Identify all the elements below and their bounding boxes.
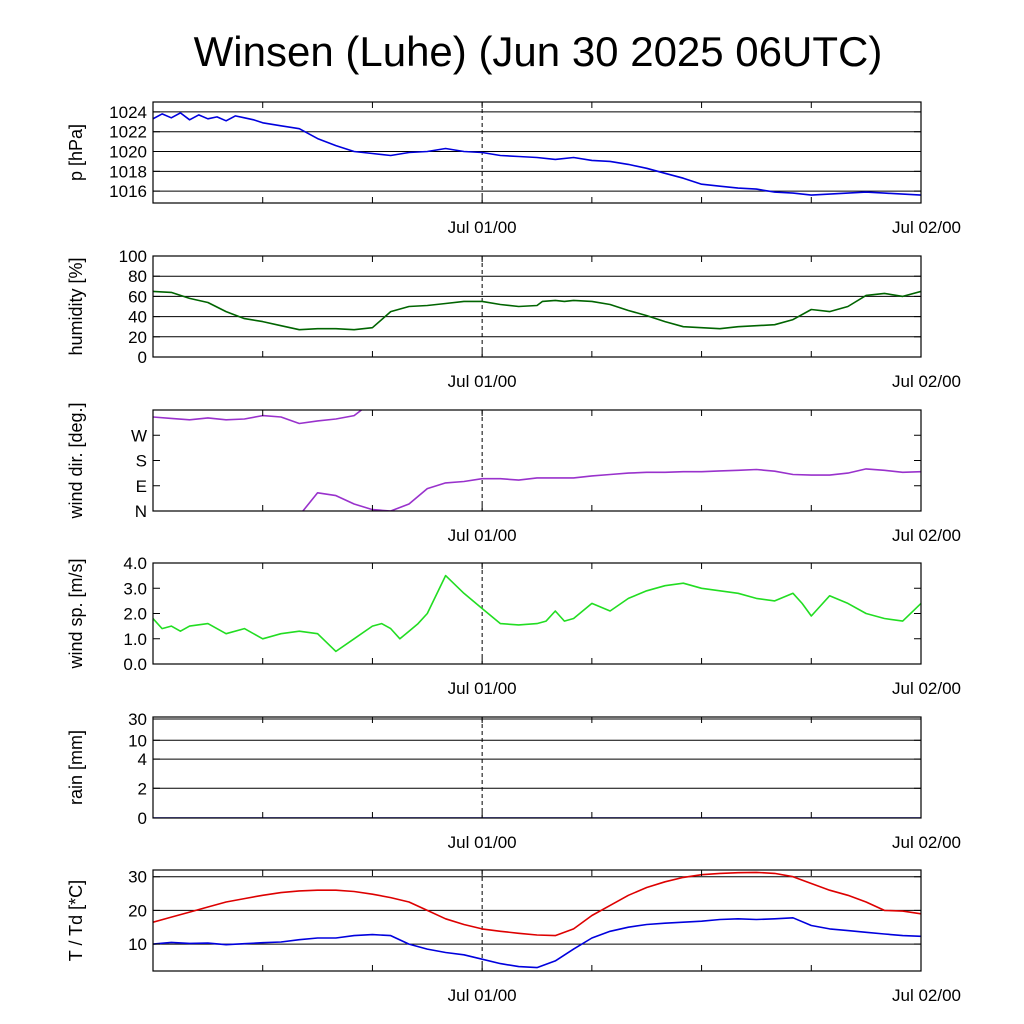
y-tick-label: E — [136, 477, 147, 496]
y-tick-label: 0.0 — [123, 655, 147, 674]
x-tick-label: Jul 01/00 — [448, 218, 517, 237]
y-axis-label: rain [mm] — [66, 730, 86, 805]
y-tick-label: 0 — [138, 348, 147, 367]
y-tick-label: 1.0 — [123, 630, 147, 649]
y-axis-label: wind sp. [m/s] — [66, 558, 86, 669]
y-tick-label: 100 — [119, 247, 147, 266]
y-tick-label: 1022 — [109, 123, 147, 142]
x-tick-label: Jul 01/00 — [448, 986, 517, 1005]
y-tick-label: 4 — [138, 750, 147, 769]
panel-frame — [152, 562, 922, 665]
wind-direction-series-line-0 — [153, 410, 363, 425]
y-tick-label: 4.0 — [123, 554, 147, 573]
panel-frame — [152, 101, 922, 204]
pressure-series-line-0 — [153, 112, 921, 196]
x-tick-label: Jul 01/00 — [448, 833, 517, 852]
y-axis-label: p [hPa] — [66, 124, 86, 181]
humidity-series-line-0 — [153, 290, 921, 331]
y-tick-label: 0 — [138, 809, 147, 828]
y-tick-label: W — [131, 426, 147, 445]
x-tick-label: Jul 02/00 — [892, 372, 961, 391]
panel-rain: 0 2 410 30 Jul 01/00 Jul 02/00 rain [mm] — [66, 710, 961, 852]
y-tick-label: 1016 — [109, 182, 147, 201]
panel-frame — [152, 409, 922, 512]
y-axis-label: wind dir. [deg.] — [66, 402, 86, 519]
x-tick-label: Jul 02/00 — [892, 679, 961, 698]
panel-frame — [152, 869, 922, 972]
chart-title: Winsen (Luhe) (Jun 30 2025 06UTC) — [194, 28, 883, 75]
y-tick-label: 60 — [128, 287, 147, 306]
temperature-series-line-1 — [153, 917, 921, 969]
y-tick-label: 1024 — [109, 103, 147, 122]
y-tick-label: 10 — [128, 935, 147, 954]
y-tick-label: S — [136, 452, 147, 471]
y-axis-label: humidity [%] — [66, 257, 86, 355]
wind-speed-series-line-0 — [153, 574, 921, 653]
y-tick-label: 80 — [128, 267, 147, 286]
y-tick-label: 20 — [128, 901, 147, 920]
y-tick-label: 30 — [128, 868, 147, 887]
y-tick-label: N — [135, 502, 147, 521]
panel-temperature: 10 20 30 Jul 01/00 Jul 02/00 T / Td [*C] — [66, 868, 961, 1005]
panel-wind-speed: 0.0 1.0 2.0 3.0 4.0 Jul 01/00 Jul 02/00 wind sp… — [66, 554, 961, 698]
y-tick-label: 1020 — [109, 143, 147, 162]
y-tick-label: 2.0 — [123, 605, 147, 624]
y-tick-label: 40 — [128, 308, 147, 327]
y-tick-label: 30 — [128, 710, 147, 729]
x-tick-label: Jul 02/00 — [892, 833, 961, 852]
x-tick-label: Jul 01/00 — [448, 526, 517, 545]
panel-frame — [152, 255, 922, 358]
y-axis-label: T / Td [*C] — [66, 880, 86, 961]
x-tick-label: Jul 01/00 — [448, 372, 517, 391]
x-tick-label: Jul 02/00 — [892, 526, 961, 545]
y-tick-label: 3.0 — [123, 579, 147, 598]
y-tick-label: 20 — [128, 328, 147, 347]
panel-frame — [152, 716, 922, 819]
x-tick-label: Jul 02/00 — [892, 986, 961, 1005]
x-tick-label: Jul 02/00 — [892, 218, 961, 237]
x-tick-label: Jul 01/00 — [448, 679, 517, 698]
y-tick-label: 1018 — [109, 162, 147, 181]
wind-direction-series-line-1 — [302, 468, 921, 511]
y-tick-label: 10 — [128, 731, 147, 750]
y-tick-label: 2 — [138, 779, 147, 798]
temperature-series-line-0 — [153, 871, 921, 937]
